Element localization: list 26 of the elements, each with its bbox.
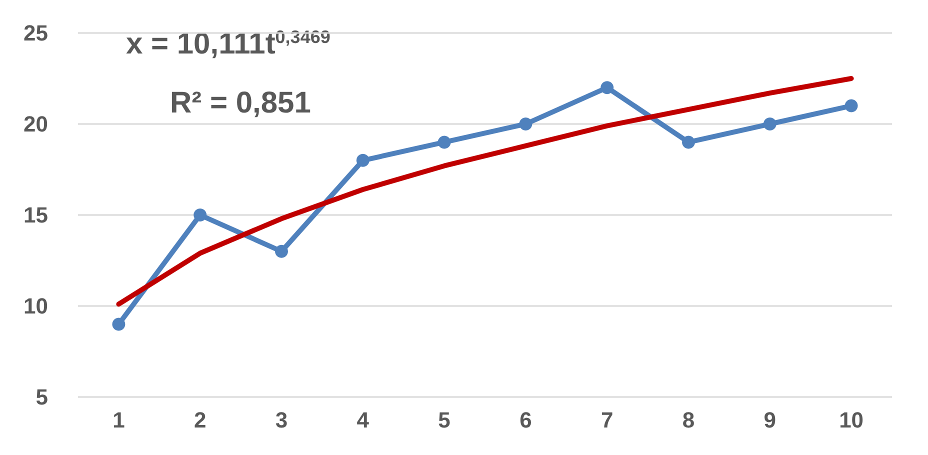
y-tick-label: 10	[24, 294, 48, 318]
x-tick-label: 3	[275, 408, 288, 432]
x-tick-label: 4	[356, 408, 370, 432]
point	[356, 154, 370, 167]
point	[600, 81, 614, 94]
annotation: R² = 0,851	[170, 86, 311, 120]
x-tick-label: 6	[520, 408, 532, 432]
x-tick-label: 8	[682, 408, 695, 432]
y-tick-label: 20	[24, 112, 48, 136]
x-tick-label: 7	[600, 408, 614, 432]
y-tick-label: 25	[24, 20, 48, 46]
point	[682, 136, 695, 149]
y-tick-label: 15	[24, 202, 48, 228]
x-tick-label: 2	[194, 408, 206, 432]
point	[275, 244, 288, 258]
point	[519, 118, 532, 130]
x-tick-label: 9	[764, 408, 776, 432]
point	[438, 136, 451, 149]
point	[844, 99, 858, 112]
x-tick-label: 10	[839, 408, 864, 432]
point	[112, 318, 126, 331]
point	[194, 208, 207, 222]
y-tick-label: 5	[36, 384, 48, 410]
point	[763, 118, 776, 130]
x-tick-label: 5	[438, 408, 450, 432]
x-tick-label: 1	[112, 408, 125, 432]
